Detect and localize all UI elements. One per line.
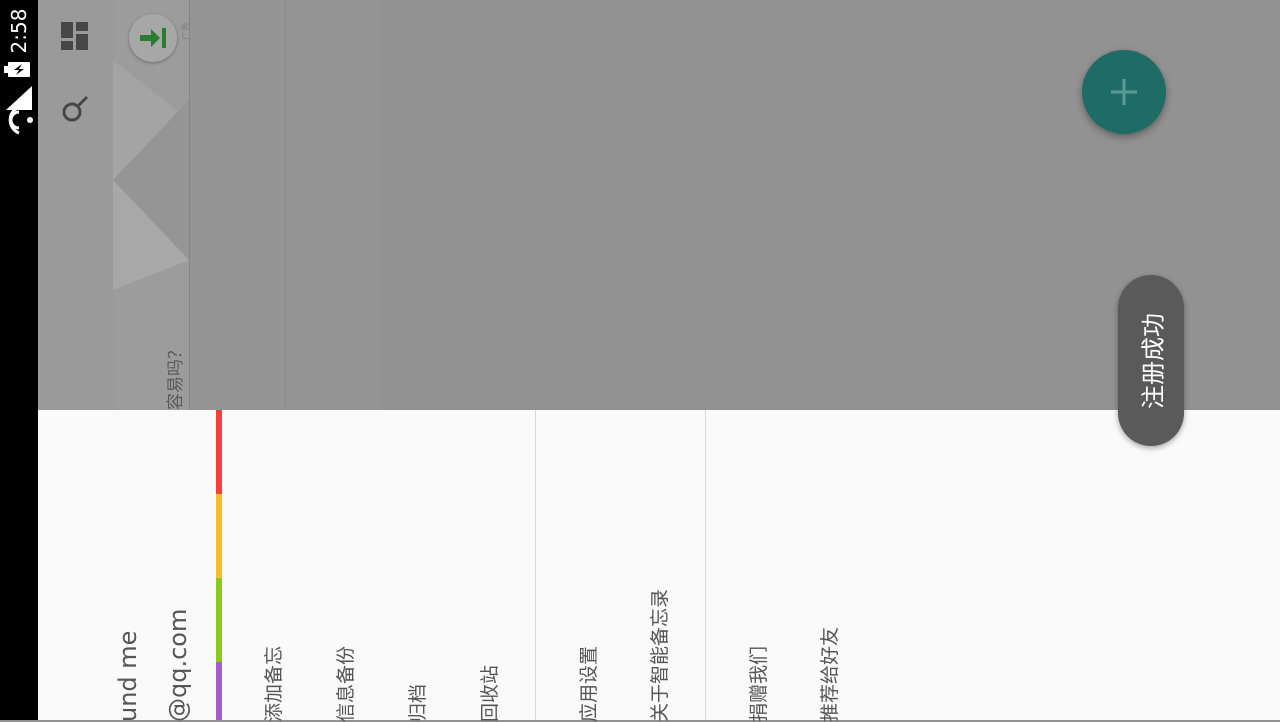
account-email: @qq.com bbox=[164, 608, 192, 722]
menu-add-note[interactable]: 添加备忘 bbox=[263, 645, 285, 722]
menu-app-settings[interactable]: 应用设置 bbox=[578, 645, 600, 722]
note-card-text: 容易吗？ bbox=[166, 342, 186, 410]
navigation-drawer: und me @qq.com bbox=[38, 410, 1280, 722]
color-tag-purple[interactable] bbox=[216, 662, 222, 720]
search-icon[interactable] bbox=[60, 94, 90, 124]
card-pattern bbox=[113, 60, 189, 290]
status-bar: 2:58 bbox=[0, 0, 38, 720]
menu-separator bbox=[535, 410, 536, 720]
status-icons bbox=[4, 60, 34, 140]
wifi-icon bbox=[8, 105, 33, 135]
note-card-tag: 广告 bbox=[182, 21, 190, 40]
menu-archive[interactable]: 归档 bbox=[407, 683, 429, 722]
menu-backup[interactable]: 信息备份 bbox=[335, 645, 357, 722]
menu-recommend[interactable]: 推荐给好友 bbox=[819, 626, 841, 722]
list-divider bbox=[285, 0, 286, 410]
color-tag-green[interactable] bbox=[216, 578, 222, 662]
import-button[interactable] bbox=[129, 14, 177, 62]
note-card[interactable]: 容易吗？ 广告 bbox=[113, 0, 190, 410]
color-tag-red[interactable] bbox=[216, 410, 222, 494]
menu-recycle-bin[interactable]: 回收站 bbox=[479, 664, 501, 722]
color-tag-yellow[interactable] bbox=[216, 494, 222, 578]
status-time: 2:58 bbox=[7, 8, 31, 54]
toast-message: 注册成功 bbox=[1118, 275, 1184, 446]
battery-charging-icon bbox=[4, 62, 30, 77]
import-arrow-icon bbox=[140, 28, 166, 48]
plus-icon bbox=[1111, 79, 1137, 105]
menu-donate[interactable]: 捐赠我们 bbox=[748, 645, 770, 722]
dashboard-icon[interactable] bbox=[60, 21, 90, 51]
signal-icon bbox=[6, 86, 32, 110]
toolbar bbox=[38, 0, 113, 410]
menu-about[interactable]: 关于智能备忘录 bbox=[649, 588, 671, 722]
add-note-fab[interactable] bbox=[1082, 50, 1166, 134]
account-name: und me bbox=[114, 630, 142, 722]
menu-separator bbox=[705, 410, 706, 720]
